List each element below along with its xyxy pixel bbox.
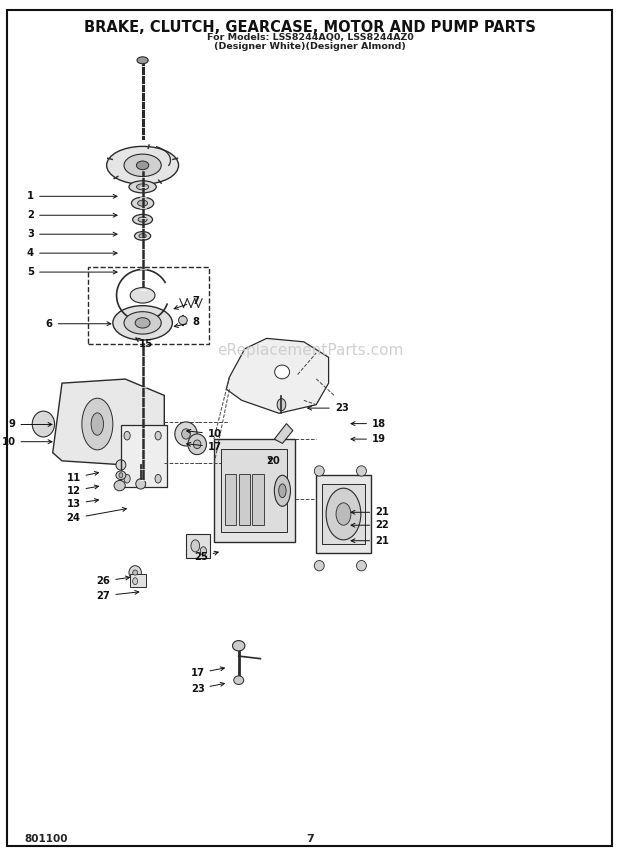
Ellipse shape <box>274 475 290 506</box>
Ellipse shape <box>82 398 113 449</box>
Ellipse shape <box>136 479 146 489</box>
Text: 20: 20 <box>266 455 280 466</box>
Bar <box>130 574 146 587</box>
Ellipse shape <box>175 422 197 446</box>
Bar <box>88 267 209 344</box>
Ellipse shape <box>119 473 123 478</box>
Ellipse shape <box>275 365 290 379</box>
Ellipse shape <box>356 561 366 571</box>
Ellipse shape <box>124 312 161 334</box>
Text: 7: 7 <box>174 296 199 309</box>
Ellipse shape <box>133 570 138 575</box>
Ellipse shape <box>139 233 146 238</box>
Text: 23: 23 <box>191 683 224 694</box>
Text: 7: 7 <box>306 833 314 844</box>
Text: 801100: 801100 <box>25 833 68 844</box>
Ellipse shape <box>277 399 286 411</box>
Text: (Designer White)(Designer Almond): (Designer White)(Designer Almond) <box>214 42 406 51</box>
Bar <box>121 425 167 487</box>
Ellipse shape <box>234 676 244 684</box>
Text: 18: 18 <box>351 418 386 429</box>
Ellipse shape <box>326 488 361 540</box>
Text: BRAKE, CLUTCH, GEARCASE, MOTOR AND PUMP PARTS: BRAKE, CLUTCH, GEARCASE, MOTOR AND PUMP … <box>84 20 536 35</box>
Text: 2: 2 <box>27 210 117 220</box>
Text: 21: 21 <box>351 507 389 517</box>
Ellipse shape <box>130 288 155 303</box>
Text: 21: 21 <box>351 536 389 546</box>
Ellipse shape <box>136 161 149 170</box>
Text: 1: 1 <box>27 191 117 201</box>
Text: 3: 3 <box>27 229 117 239</box>
Ellipse shape <box>188 434 206 455</box>
Bar <box>186 534 210 558</box>
Text: 22: 22 <box>351 520 389 530</box>
Ellipse shape <box>116 460 126 470</box>
Ellipse shape <box>113 306 172 340</box>
Text: 24: 24 <box>66 507 126 523</box>
Ellipse shape <box>155 474 161 483</box>
Bar <box>221 449 287 532</box>
Ellipse shape <box>137 57 148 64</box>
Bar <box>322 484 365 544</box>
Ellipse shape <box>124 474 130 483</box>
Text: 8: 8 <box>174 317 199 327</box>
Text: For Models: LSS8244AQ0, LSS8244AZ0: For Models: LSS8244AQ0, LSS8244AZ0 <box>206 34 414 42</box>
Ellipse shape <box>133 578 138 585</box>
Text: 5: 5 <box>27 267 117 277</box>
Text: 27: 27 <box>97 591 139 601</box>
Text: 4: 4 <box>27 248 117 258</box>
Polygon shape <box>53 379 164 465</box>
Ellipse shape <box>336 503 351 525</box>
Ellipse shape <box>314 561 324 571</box>
Ellipse shape <box>129 566 141 579</box>
Text: 12: 12 <box>66 485 99 496</box>
Ellipse shape <box>155 431 161 440</box>
Ellipse shape <box>278 484 286 498</box>
Text: 15: 15 <box>136 338 153 350</box>
Ellipse shape <box>193 440 201 449</box>
Ellipse shape <box>314 466 324 476</box>
Bar <box>214 439 294 542</box>
Text: eReplacementParts.com: eReplacementParts.com <box>217 343 403 358</box>
Bar <box>316 475 371 553</box>
Text: 10: 10 <box>187 429 222 439</box>
Text: 26: 26 <box>97 576 130 586</box>
Ellipse shape <box>135 318 150 328</box>
Ellipse shape <box>138 200 148 207</box>
Bar <box>239 474 250 525</box>
Text: 11: 11 <box>66 472 99 483</box>
Text: 19: 19 <box>351 434 386 444</box>
Ellipse shape <box>129 181 156 193</box>
Bar <box>225 474 236 525</box>
Ellipse shape <box>131 197 154 209</box>
Ellipse shape <box>124 154 161 177</box>
Ellipse shape <box>138 217 147 222</box>
Text: 17: 17 <box>190 667 224 678</box>
Ellipse shape <box>133 214 153 225</box>
Text: 23: 23 <box>308 403 348 413</box>
Ellipse shape <box>232 641 245 651</box>
Text: 17: 17 <box>187 442 222 452</box>
Ellipse shape <box>179 316 187 325</box>
Ellipse shape <box>191 540 200 552</box>
Ellipse shape <box>124 431 130 440</box>
Text: 13: 13 <box>66 499 99 509</box>
Text: 10: 10 <box>1 437 52 447</box>
Ellipse shape <box>91 412 104 435</box>
Text: 9: 9 <box>9 419 52 430</box>
Ellipse shape <box>135 232 151 240</box>
Polygon shape <box>275 424 293 443</box>
Ellipse shape <box>116 471 126 480</box>
Ellipse shape <box>136 183 149 190</box>
Ellipse shape <box>114 480 125 491</box>
Text: 25: 25 <box>194 551 218 562</box>
Ellipse shape <box>356 466 366 476</box>
Polygon shape <box>226 338 329 413</box>
Bar <box>252 474 264 525</box>
Ellipse shape <box>200 547 206 555</box>
Ellipse shape <box>182 429 190 439</box>
Text: 6: 6 <box>46 319 111 329</box>
Ellipse shape <box>107 146 179 184</box>
Ellipse shape <box>32 411 55 437</box>
